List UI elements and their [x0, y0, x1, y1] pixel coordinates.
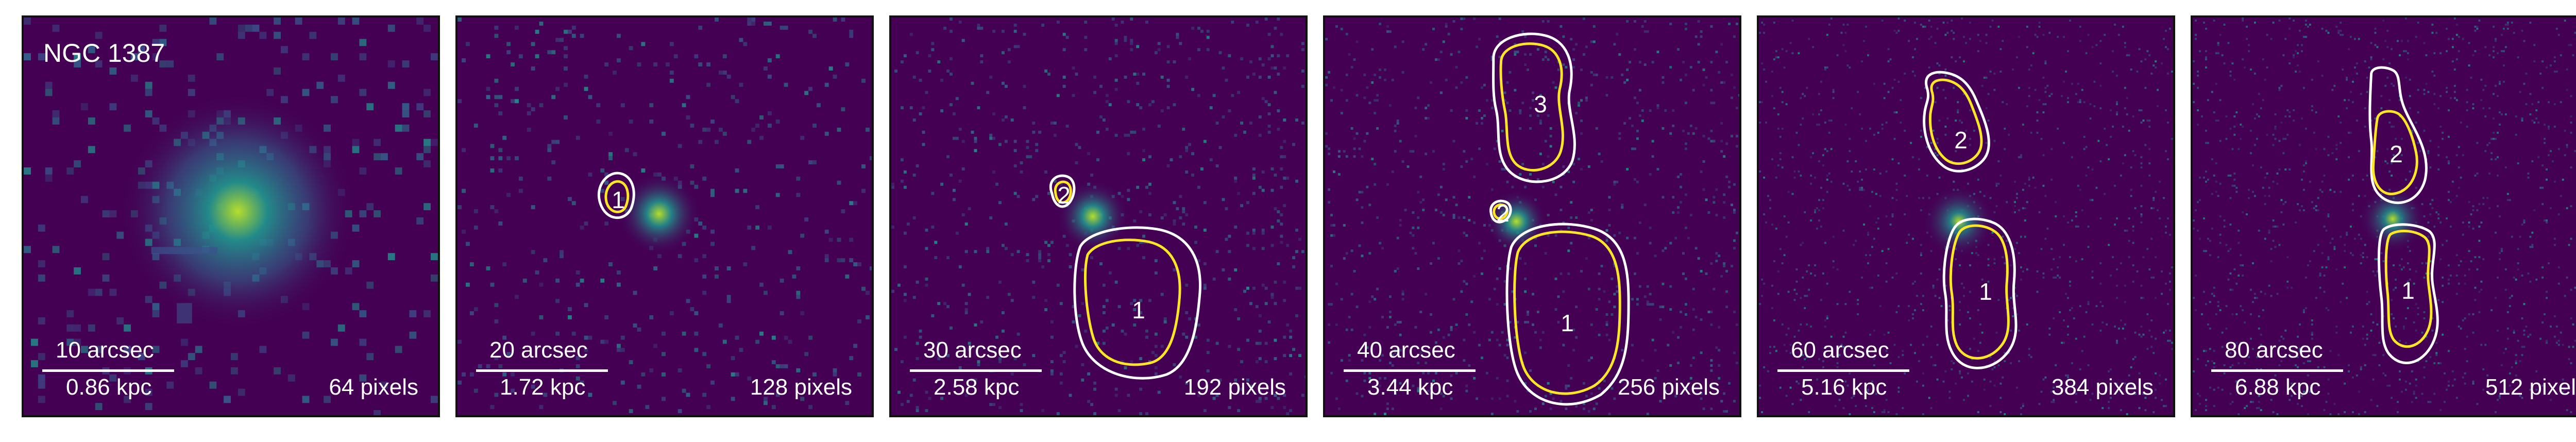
region-contour-inner — [604, 180, 630, 213]
scale-arcsec: 60 arcsec — [1791, 337, 1889, 363]
galaxy-name: NGC 1387 — [43, 39, 165, 67]
region-contour-outer — [597, 172, 635, 219]
image-size-pixels: 128 pixels — [750, 375, 852, 400]
scale-bar — [910, 369, 1042, 372]
image-size-pixels: 64 pixels — [329, 375, 418, 400]
xray-image-3 — [891, 18, 1306, 415]
region-contour-inner — [1928, 78, 1983, 165]
image-panel-1: NGC 1387 10 arcsec 0.86 kpc 64 pixels — [22, 15, 440, 417]
region-contour-inner — [1499, 42, 1564, 172]
scale-arcsec: 20 arcsec — [489, 337, 588, 363]
region-contour-outer — [1505, 223, 1630, 406]
scale-arcsec: 10 arcsec — [56, 337, 154, 363]
image-size-pixels: 256 pixels — [1617, 375, 1720, 400]
region-contour-inner — [1513, 230, 1621, 395]
emission-blob — [2359, 185, 2426, 252]
region-contour-inner — [2372, 110, 2418, 196]
xray-image-4 — [1325, 18, 1739, 415]
region-contour-outer — [1049, 174, 1076, 208]
scale-kpc: 0.86 kpc — [66, 375, 152, 400]
scale-kpc: 1.72 kpc — [500, 375, 586, 400]
region-contour-outer — [1073, 226, 1201, 380]
region-contour-outer — [1942, 217, 2018, 369]
xray-image-1 — [24, 18, 438, 415]
region-contour-outer — [1923, 71, 1990, 173]
scale-kpc: 5.16 kpc — [1801, 375, 1887, 400]
scale-bar — [2211, 369, 2343, 372]
emission-blob — [121, 94, 355, 329]
xray-image-5 — [1759, 18, 2173, 415]
region-label-2: 2 — [1954, 127, 1968, 154]
scale-bar — [476, 369, 608, 372]
region-contour-outer — [1492, 32, 1576, 183]
region-label-3: 3 — [1534, 91, 1547, 117]
scale-kpc: 6.88 kpc — [2235, 375, 2321, 400]
region-contour-outer — [2368, 66, 2428, 205]
image-size-pixels: 192 pixels — [1183, 375, 1286, 400]
scale-arcsec: 30 arcsec — [923, 337, 1022, 363]
region-contour-inner — [2384, 230, 2433, 348]
scale-arcsec: 40 arcsec — [1357, 337, 1455, 363]
scale-bar — [1777, 369, 1909, 372]
scale-arcsec: 80 arcsec — [2225, 337, 2323, 363]
image-size-pixels: 384 pixels — [2051, 375, 2154, 400]
scale-kpc: 2.58 kpc — [934, 375, 1020, 400]
emission-blob — [1057, 180, 1129, 252]
emission-blob — [1485, 191, 1547, 252]
scale-bar — [42, 369, 174, 372]
xray-image-2 — [457, 18, 872, 414]
region-label-1: 1 — [1561, 310, 1574, 336]
emission-blob — [618, 173, 700, 255]
region-contour-inner — [1493, 203, 1509, 220]
region-label-1: 1 — [1979, 278, 1992, 305]
image-size-pixels: 512 pixels — [2485, 375, 2576, 400]
region-contour-inner — [1054, 180, 1072, 204]
region-label-2: 2 — [1057, 182, 1071, 209]
xray-image-6 — [2193, 18, 2576, 415]
emission-blob — [1923, 185, 1995, 258]
region-contour-outer — [2377, 223, 2439, 364]
region-label-1: 1 — [1132, 297, 1145, 324]
region-label-2: 2 — [1496, 200, 1510, 227]
region-contour-inner — [1084, 239, 1181, 366]
region-label-1: 1 — [612, 186, 625, 213]
region-label-2: 2 — [2389, 141, 2403, 167]
scale-kpc: 3.44 kpc — [1367, 375, 1453, 400]
region-label-1: 1 — [2401, 277, 2415, 304]
image-panel-2: 1 20 arcsec 1.72 kpc 128 pixels — [455, 15, 874, 417]
image-panel-5: 2 1 60 arcsec 5.16 kpc 384 pixels — [1757, 15, 2175, 417]
image-panel-3: 2 1 30 arcsec 2.58 kpc 192 pixels — [889, 15, 1308, 417]
scale-bar — [1344, 369, 1476, 372]
image-panel-4: 3 2 1 40 arcsec 3.44 kpc 256 pixels — [1323, 15, 1741, 417]
region-contour-outer — [1489, 199, 1512, 224]
image-panel-6: 2 1 80 arcsec 6.88 kpc 512 pixels — [2191, 15, 2576, 417]
region-contour-inner — [1949, 224, 2010, 360]
